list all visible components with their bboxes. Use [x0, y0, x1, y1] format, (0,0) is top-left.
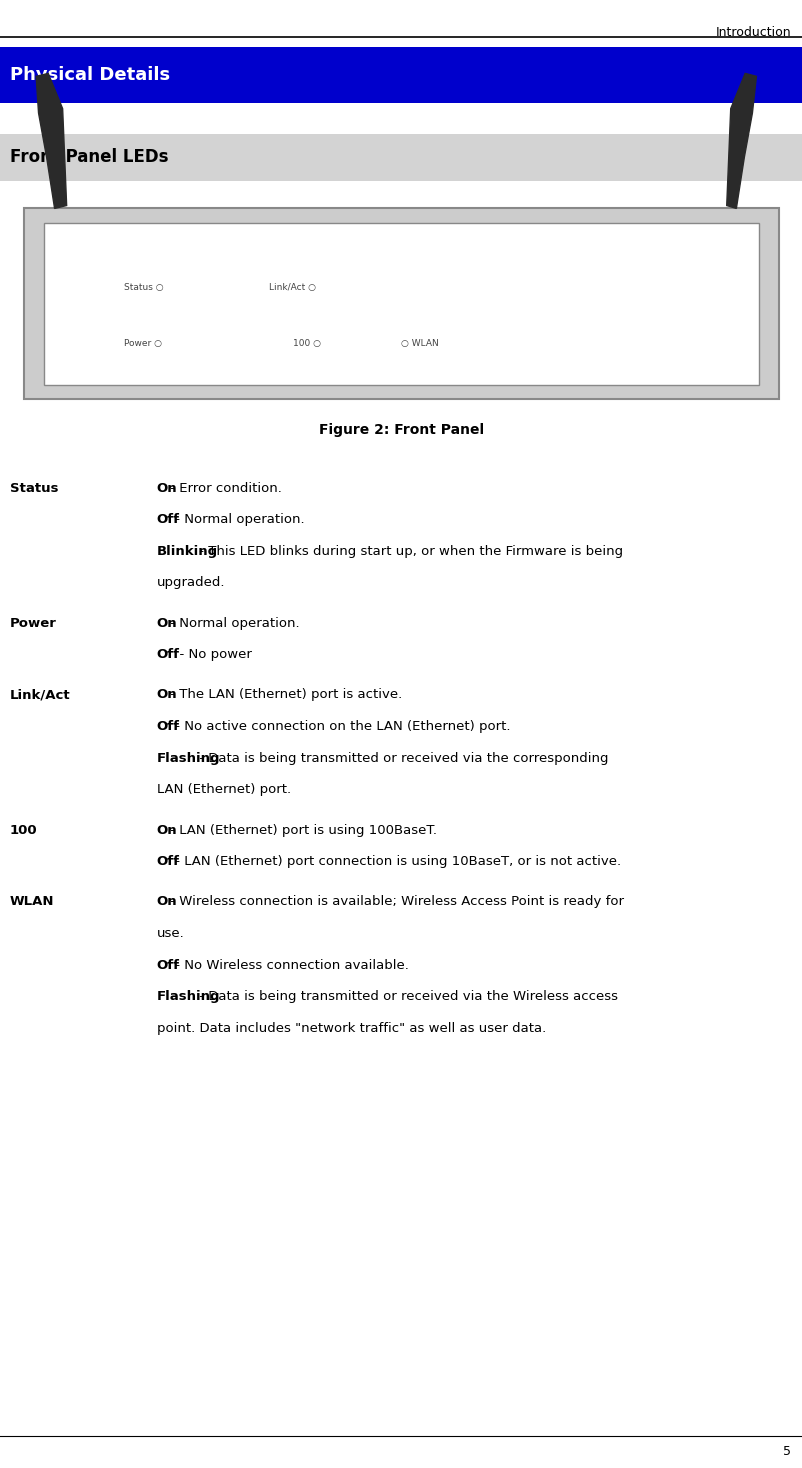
Text: On: On	[156, 688, 177, 702]
Text: Off: Off	[156, 647, 180, 661]
Text: 100 ○: 100 ○	[293, 339, 321, 348]
Text: Power: Power	[10, 617, 56, 630]
Text: Power ○: Power ○	[124, 339, 162, 348]
Text: - Error condition.: - Error condition.	[166, 482, 282, 495]
Text: - Wireless connection is available; Wireless Access Point is ready for: - Wireless connection is available; Wire…	[166, 895, 623, 909]
Text: upgraded.: upgraded.	[156, 575, 225, 589]
Text: Flashing: Flashing	[156, 989, 220, 1003]
Text: - No power: - No power	[171, 647, 252, 661]
Text: - Normal operation.: - Normal operation.	[171, 512, 304, 526]
Text: Figure 2: Front Panel: Figure 2: Front Panel	[318, 423, 484, 437]
Text: Off: Off	[156, 854, 180, 868]
Text: Introduction: Introduction	[715, 26, 790, 40]
Text: WLAN: WLAN	[10, 895, 54, 909]
Text: - No active connection on the LAN (Ethernet) port.: - No active connection on the LAN (Ether…	[171, 719, 510, 733]
Polygon shape	[36, 73, 67, 208]
Text: Flashing: Flashing	[156, 752, 220, 765]
Text: use.: use.	[156, 928, 184, 940]
Polygon shape	[726, 73, 755, 208]
Text: On: On	[156, 824, 177, 837]
Text: Physical Details: Physical Details	[10, 66, 169, 84]
Text: 100: 100	[10, 824, 37, 837]
Text: - Data is being transmitted or received via the Wireless access: - Data is being transmitted or received …	[195, 989, 618, 1003]
Text: On: On	[156, 617, 177, 630]
Text: - LAN (Ethernet) port connection is using 10BaseT, or is not active.: - LAN (Ethernet) port connection is usin…	[171, 854, 621, 868]
Text: On: On	[156, 482, 177, 495]
Text: point. Data includes "network traffic" as well as user data.: point. Data includes "network traffic" a…	[156, 1022, 545, 1035]
Text: - No Wireless connection available.: - No Wireless connection available.	[171, 959, 408, 972]
Text: Link/Act: Link/Act	[10, 688, 70, 702]
Text: - This LED blinks during start up, or when the Firmware is being: - This LED blinks during start up, or wh…	[195, 545, 622, 558]
Text: Front Panel LEDs: Front Panel LEDs	[10, 148, 168, 166]
Text: Off: Off	[156, 959, 180, 972]
Text: - LAN (Ethernet) port is using 100BaseT.: - LAN (Ethernet) port is using 100BaseT.	[166, 824, 436, 837]
Text: ○ WLAN: ○ WLAN	[401, 339, 439, 348]
FancyBboxPatch shape	[44, 223, 758, 385]
Text: Status: Status	[10, 482, 58, 495]
Text: On: On	[156, 895, 177, 909]
Text: Status ○: Status ○	[124, 283, 164, 292]
FancyBboxPatch shape	[24, 208, 778, 399]
Text: - The LAN (Ethernet) port is active.: - The LAN (Ethernet) port is active.	[166, 688, 402, 702]
FancyBboxPatch shape	[0, 47, 802, 103]
Text: Off: Off	[156, 512, 180, 526]
FancyBboxPatch shape	[0, 134, 802, 181]
Text: Blinking: Blinking	[156, 545, 217, 558]
Text: - Data is being transmitted or received via the corresponding: - Data is being transmitted or received …	[195, 752, 608, 765]
Text: - Normal operation.: - Normal operation.	[166, 617, 299, 630]
Text: 5: 5	[782, 1445, 790, 1458]
Text: LAN (Ethernet) port.: LAN (Ethernet) port.	[156, 782, 290, 796]
Text: Link/Act ○: Link/Act ○	[269, 283, 316, 292]
Text: Off: Off	[156, 719, 180, 733]
